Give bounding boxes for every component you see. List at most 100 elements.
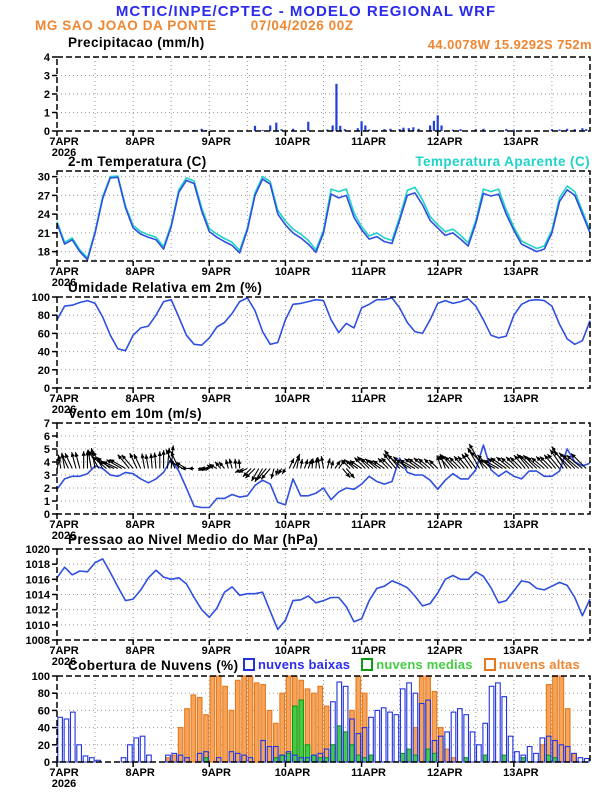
wind-vector-head: [245, 473, 251, 479]
wind-vector-head: [424, 458, 429, 464]
cloud-bar-baixas: [558, 744, 565, 763]
y-tick-label: 100: [32, 292, 50, 304]
y-tick-label: 1010: [26, 620, 50, 632]
wind-vector-head: [117, 454, 123, 460]
wind-vector-head: [310, 458, 315, 464]
wind-vector-head: [550, 449, 555, 455]
cloud-bar-baixas: [272, 745, 279, 763]
cloud-bar-altas: [184, 708, 190, 763]
cloud-bar-medias: [285, 752, 292, 763]
x-tick-label: 13APR: [503, 519, 539, 531]
wind-vector-head: [140, 453, 145, 459]
panel-temperature: 18 21 24 27 30 7APR 8APR 9APR 10APR 11APR 12APR 13A…: [38, 170, 591, 289]
wind-vector-head: [553, 451, 559, 456]
cloud-bar-medias: [482, 754, 489, 763]
precip-bar: [339, 125, 342, 131]
legend-swatch-baixas-icon: [243, 658, 255, 671]
wind-vector-head: [326, 458, 331, 464]
wind-vector-head: [349, 473, 355, 479]
x-tick-label: 9APR: [202, 767, 231, 779]
cloud-bar-altas: [571, 752, 577, 763]
cloud-bar-baixas: [495, 682, 501, 763]
series-line-wind: [56, 444, 591, 509]
wind-vector-head: [418, 458, 424, 464]
cloud-bar-baixas: [463, 714, 470, 763]
cloud-bar-baixas: [526, 745, 533, 763]
y-tick-label: 80: [38, 688, 50, 700]
cloud-bar-altas: [317, 685, 324, 763]
cloud-bar-medias: [292, 705, 298, 763]
x-tick-label: 10APR: [275, 519, 311, 531]
wind-vector-head: [102, 461, 108, 466]
y-tick-label: 60: [38, 705, 50, 717]
series-line-humidity: [56, 297, 591, 352]
wind-vector-head: [487, 458, 493, 463]
x-tick-label: 11APR: [351, 645, 386, 657]
y-tick-label: 1012: [26, 605, 50, 617]
precip-bar: [335, 83, 338, 131]
cloud-bar-medias: [368, 754, 374, 763]
wind-vector-head: [341, 459, 347, 465]
wind-vector-head: [242, 471, 248, 477]
cloud-bar-medias: [406, 748, 412, 763]
x-tick-label: 13APR: [503, 645, 539, 657]
wind-vector-head: [92, 456, 98, 462]
precip-bar: [505, 129, 508, 131]
wind-vector-head: [121, 454, 127, 460]
cloud-bar-baixas: [127, 744, 133, 763]
wind-vector-head: [170, 451, 175, 457]
y-tick-label: 100: [32, 671, 50, 683]
plot-frame: [56, 675, 591, 763]
cloud-bar-baixas: [139, 735, 146, 763]
wind-vector-head: [429, 459, 434, 465]
legend-item-nuvens-medias: nuvens medias: [361, 657, 473, 672]
x-tick-label: 7APR: [49, 645, 78, 657]
cloud-bar-baixas: [425, 699, 431, 763]
cloud-bar-medias: [355, 754, 362, 763]
wind-vector-head: [233, 458, 238, 464]
precip-bar: [356, 128, 359, 131]
wind-vector-head: [316, 457, 321, 462]
cloud-bar-baixas: [507, 735, 514, 763]
precip-bar: [291, 128, 295, 131]
wind-vector-head: [336, 460, 341, 466]
cloud-bar-altas: [323, 705, 330, 763]
wind-vector-head: [444, 456, 450, 462]
wind-vector-head: [514, 455, 519, 461]
y-tick-label: 0: [44, 757, 50, 769]
x-tick-label: 13APR: [503, 393, 539, 405]
cloud-bar-baixas: [361, 727, 368, 763]
x-tick-label: 8APR: [125, 645, 154, 657]
wind-vector-head: [383, 453, 388, 459]
precip-bar: [417, 128, 420, 131]
panel-clouds: 0 20 40 60 80 100 7APR 8APR 9APR 10APR 11APR 12APR 1…: [32, 671, 591, 790]
cloud-bar-baixas: [317, 752, 324, 763]
x-tick-label: 12APR: [427, 519, 463, 531]
wind-vector-head: [531, 457, 537, 463]
precip-bar: [412, 127, 415, 131]
legend-item-nuvens-altas: nuvens altas: [483, 657, 580, 672]
cloud-bar-baixas: [450, 711, 457, 763]
cloud-bar-baixas: [146, 754, 152, 763]
cloud-bar-altas: [558, 675, 565, 763]
wind-vector-head: [345, 472, 351, 478]
series-line-pressure: [56, 558, 591, 631]
precip-bar: [383, 129, 386, 131]
x-tick-label: 7APR: [49, 767, 78, 779]
precip-bar: [512, 129, 515, 131]
cloud-bar-baixas: [63, 718, 70, 763]
cloud-bar-altas: [253, 682, 260, 763]
cloud-bar-medias: [501, 754, 508, 763]
precip-bar: [331, 125, 334, 131]
station-coordinates: 44.0078W 15.9292S 752m: [427, 37, 592, 52]
wind-vector-head: [188, 466, 193, 471]
precip-bar: [482, 128, 485, 131]
legend-swatch-altas-icon: [483, 658, 496, 671]
x-tick-label: 10APR: [275, 645, 311, 657]
y-tick-label: 40: [38, 723, 50, 735]
wind-vector-head: [296, 455, 301, 461]
wind-vector-head: [404, 458, 410, 463]
precip-bar: [398, 129, 401, 131]
wind-vector-head: [98, 461, 104, 466]
